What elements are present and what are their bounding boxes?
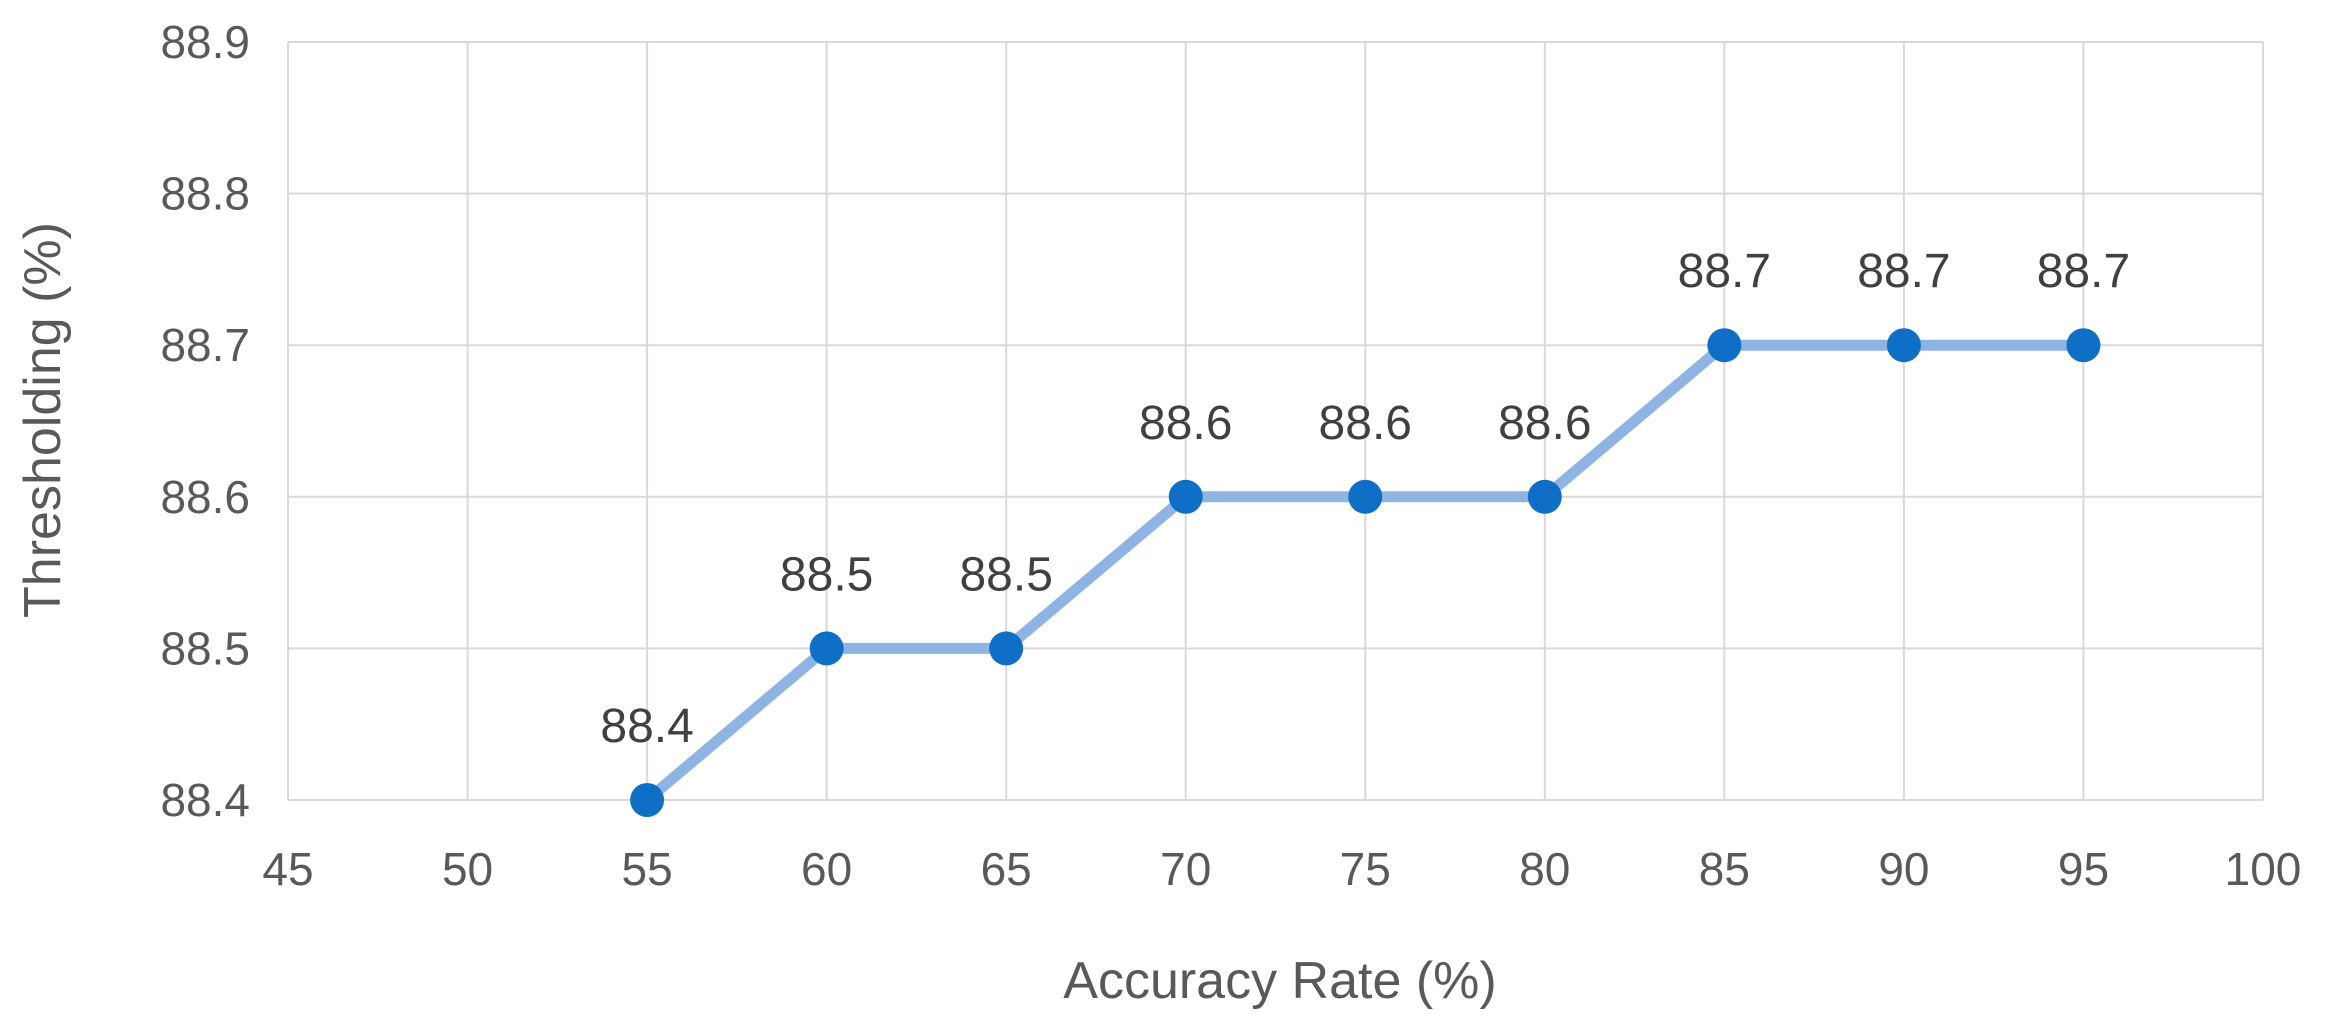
data-point bbox=[2066, 328, 2101, 363]
data-label: 88.6 bbox=[1319, 397, 1412, 450]
x-tick-label: 90 bbox=[1878, 843, 1929, 895]
x-tick-label: 75 bbox=[1340, 843, 1391, 895]
y-tick-label: 88.8 bbox=[160, 168, 250, 220]
y-tick-label: 88.7 bbox=[160, 319, 250, 371]
x-tick-label: 70 bbox=[1160, 843, 1211, 895]
x-tick-label: 55 bbox=[622, 843, 673, 895]
data-point bbox=[1168, 479, 1203, 514]
y-tick-label: 88.9 bbox=[160, 16, 250, 68]
data-label: 88.6 bbox=[1139, 397, 1232, 450]
data-label: 88.5 bbox=[780, 548, 873, 601]
x-tick-label: 60 bbox=[801, 843, 852, 895]
x-axis-title: Accuracy Rate (%) bbox=[1063, 952, 1496, 1010]
data-points bbox=[630, 328, 2101, 817]
data-point bbox=[809, 631, 844, 666]
data-point bbox=[630, 783, 665, 817]
x-tick-label: 65 bbox=[981, 843, 1032, 895]
y-tick-label: 88.6 bbox=[160, 471, 250, 523]
y-axis-ticks: 88.4 88.5 88.6 88.7 88.8 88.9 bbox=[160, 16, 250, 826]
x-tick-label: 45 bbox=[262, 843, 313, 895]
x-tick-label: 85 bbox=[1699, 843, 1750, 895]
data-label: 88.7 bbox=[2037, 245, 2130, 298]
x-tick-label: 50 bbox=[442, 843, 493, 895]
y-tick-label: 88.5 bbox=[160, 622, 250, 674]
data-labels: 88.4 88.5 88.5 88.6 88.6 88.6 88.7 88.7 88.7 bbox=[600, 245, 2130, 753]
gridlines bbox=[287, 41, 2264, 801]
x-tick-label: 100 bbox=[2225, 843, 2302, 895]
data-point bbox=[1348, 479, 1383, 514]
data-point bbox=[1886, 328, 1921, 363]
data-label: 88.7 bbox=[1678, 245, 1771, 298]
x-tick-label: 80 bbox=[1519, 843, 1570, 895]
data-point bbox=[1527, 479, 1562, 514]
data-label: 88.4 bbox=[600, 700, 693, 753]
data-label: 88.7 bbox=[1857, 245, 1950, 298]
x-axis-ticks: 45 50 55 60 65 70 75 80 85 90 95 100 bbox=[262, 843, 2301, 895]
data-point bbox=[1707, 328, 1742, 363]
data-label: 88.6 bbox=[1498, 397, 1591, 450]
y-axis-title: Thresholding (%) bbox=[14, 222, 72, 618]
x-tick-label: 95 bbox=[2058, 843, 2109, 895]
data-label: 88.5 bbox=[959, 548, 1052, 601]
data-point bbox=[989, 631, 1024, 666]
y-tick-label: 88.4 bbox=[160, 774, 250, 826]
